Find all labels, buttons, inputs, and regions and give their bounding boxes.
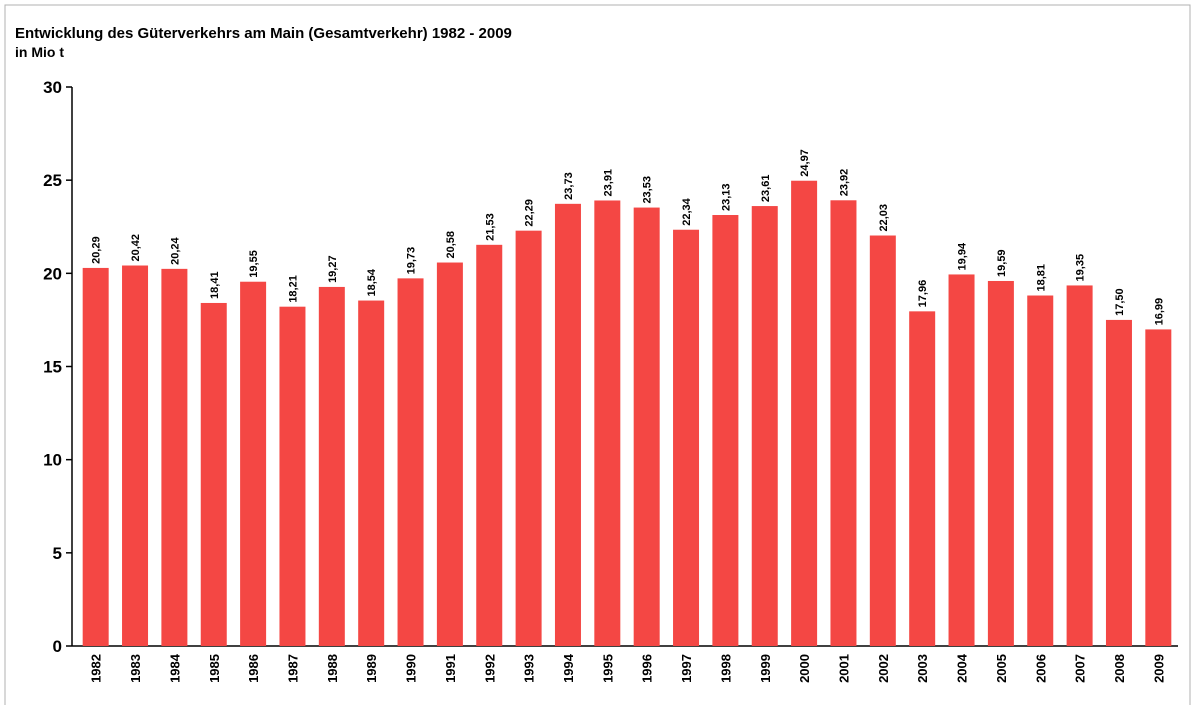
bar	[240, 281, 267, 646]
value-label: 23,92	[838, 169, 850, 197]
value-label: 20,58	[445, 231, 457, 259]
bar	[673, 229, 700, 647]
value-label: 22,34	[681, 197, 693, 225]
bar	[869, 235, 896, 646]
x-tick-label: 1992	[482, 654, 497, 683]
value-label: 18,54	[366, 268, 378, 296]
value-label: 20,42	[130, 234, 142, 262]
frame	[4, 4, 1191, 705]
value-label: 19,94	[957, 242, 969, 270]
value-label: 20,24	[169, 236, 181, 264]
x-tick-label: 1982	[89, 654, 104, 683]
bar	[82, 267, 109, 646]
bar	[554, 203, 581, 646]
x-tick-label: 1997	[679, 654, 694, 683]
x-tick-label: 1998	[718, 654, 733, 683]
chart-title: Entwicklung des Güterverkehrs am Main (G…	[15, 25, 512, 42]
bar	[122, 265, 149, 646]
x-tick-label: 2002	[876, 654, 891, 683]
value-label: 19,55	[248, 250, 260, 278]
x-tick-label: 2007	[1073, 654, 1088, 683]
bar	[712, 215, 739, 647]
x-tick-label: 1993	[522, 654, 537, 683]
value-label: 22,03	[878, 204, 890, 232]
bar	[1145, 329, 1172, 646]
bar	[909, 311, 936, 646]
x-tick-label: 1990	[404, 654, 419, 683]
y-tick-label: 25	[43, 171, 62, 190]
bar	[436, 262, 463, 646]
value-label: 23,73	[563, 172, 575, 200]
bar	[633, 207, 660, 646]
x-tick-label: 2008	[1112, 654, 1127, 683]
x-tick-label: 2003	[915, 654, 930, 683]
x-tick-label: 1984	[167, 653, 182, 683]
x-tick-label: 1999	[758, 654, 773, 683]
value-label: 17,50	[1114, 288, 1126, 316]
x-tick-label: 2006	[1033, 654, 1048, 683]
x-tick-label: 1995	[600, 654, 615, 683]
chart-subtitle: in Mio t	[15, 44, 64, 60]
x-tick-label: 2001	[836, 654, 851, 683]
value-label: 23,13	[720, 183, 732, 211]
x-tick-label: 1987	[285, 654, 300, 683]
value-label: 18,41	[209, 271, 221, 299]
x-tick-label: 2009	[1151, 654, 1166, 683]
bar	[987, 280, 1014, 646]
value-label: 21,53	[484, 213, 496, 241]
value-label: 23,91	[602, 169, 614, 197]
bar	[830, 200, 857, 647]
value-label: 18,81	[1035, 264, 1047, 292]
y-tick-label: 10	[43, 451, 62, 470]
bar	[200, 302, 227, 646]
value-label: 19,73	[406, 247, 418, 275]
y-tick-label: 30	[43, 78, 62, 97]
bar	[161, 268, 188, 646]
value-label: 19,35	[1075, 254, 1087, 282]
x-tick-label: 1991	[443, 654, 458, 683]
bar	[476, 244, 503, 646]
bar	[948, 274, 975, 646]
x-tick-label: 1994	[561, 653, 576, 683]
x-tick-label: 1989	[364, 654, 379, 683]
value-label: 23,61	[760, 175, 772, 203]
x-tick-label: 1988	[325, 654, 340, 683]
value-label: 16,99	[1153, 298, 1165, 326]
value-label: 19,59	[996, 249, 1008, 277]
value-label: 17,96	[917, 280, 929, 308]
value-label: 20,29	[91, 236, 103, 264]
value-label: 19,27	[327, 255, 339, 283]
bar	[358, 300, 385, 646]
y-tick-label: 0	[53, 637, 62, 656]
x-tick-label: 1985	[207, 654, 222, 683]
bar	[791, 180, 818, 647]
x-tick-label: 2004	[955, 653, 970, 683]
x-tick-label: 2005	[994, 654, 1009, 683]
bar	[397, 278, 424, 646]
bar	[318, 286, 345, 646]
y-tick-label: 5	[53, 544, 62, 563]
value-label: 22,29	[524, 199, 536, 227]
value-label: 18,21	[287, 275, 299, 303]
value-label: 23,53	[642, 176, 654, 204]
bar	[594, 200, 621, 647]
value-label: 24,97	[799, 149, 811, 177]
bar	[751, 206, 778, 646]
y-tick-label: 15	[43, 358, 62, 377]
bar	[1105, 319, 1132, 646]
bar	[1027, 295, 1054, 646]
x-tick-label: 1986	[246, 654, 261, 683]
x-tick-label: 1996	[640, 654, 655, 683]
bar	[515, 230, 542, 646]
x-tick-label: 2000	[797, 654, 812, 683]
bar	[1066, 285, 1093, 646]
x-tick-label: 1983	[128, 654, 143, 683]
y-tick-label: 20	[43, 264, 62, 283]
bar	[279, 306, 306, 646]
